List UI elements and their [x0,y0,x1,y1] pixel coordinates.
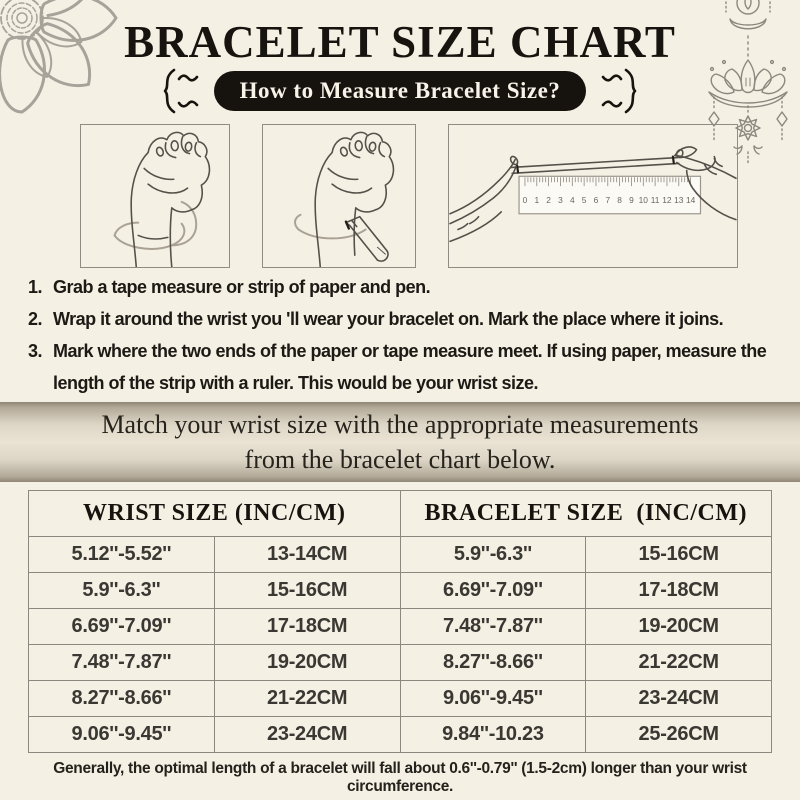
table-row: 8.27''-8.66'' 21-22CM 9.06''-9.45'' 23-24CM [28,680,772,717]
table-header-cell: BRACELET SIZE (INC/CM) [399,490,772,537]
footer-note: Generally, the optimal length of a brace… [53,760,747,795]
svg-text:6: 6 [594,195,599,205]
badge-row: How to Measure Bracelet Size? [0,68,800,114]
instruction-number: 3. [28,341,43,361]
table-row: 9.06''-9.45'' 23-24CM 9.84''-10.23 25-26CM [28,716,772,753]
instruction-text: Wrap it around the wrist you 'll wear yo… [53,309,724,329]
instruction-text: Grab a tape measure or strip of paper an… [53,277,431,297]
table-cell: 21-22CM [585,644,772,681]
instruction-number: 1. [28,277,43,297]
instructions-list: 1. Grab a tape measure or strip of paper … [28,271,784,399]
size-table-body: 5.12''-5.52'' 13-14CM 5.9''-6.3'' 15-16CM 5.… [28,536,772,753]
svg-text:0: 0 [523,195,528,205]
instruction-item: 1. Grab a tape measure or strip of paper … [28,271,784,303]
svg-text:10: 10 [639,195,649,205]
table-cell: 5.9''-6.3'' [399,536,587,573]
svg-text:3: 3 [558,195,563,205]
svg-text:11: 11 [651,195,660,205]
table-cell: 9.84''-10.23 [399,716,587,753]
table-cell: 9.06''-9.45'' [28,716,215,753]
table-cell: 15-16CM [585,536,772,573]
table-cell: 6.69''-7.09'' [28,608,215,645]
table-cell: 17-18CM [213,608,401,645]
banner-line-2: from the bracelet chart below. [244,445,556,474]
table-cell: 8.27''-8.66'' [28,680,215,717]
ruler-numbers: 0 1 2 3 4 5 6 7 8 9 10 11 12 13 14 [523,195,696,205]
size-table-header-row: WRIST SIZE (INC/CM) BRACELET SIZE (INC/CM… [28,490,772,537]
instruction-number: 2. [28,309,43,329]
svg-text:4: 4 [570,195,575,205]
ruler-ticks [524,177,692,187]
table-cell: 6.69''-7.09'' [399,572,587,609]
illustration-wrap-wrist [80,124,230,268]
page-title: BRACELET SIZE CHART [124,17,676,67]
hand-mark-illustration [294,131,395,267]
table-cell: 13-14CM [213,536,401,573]
svg-text:13: 13 [674,195,684,205]
size-table: WRIST SIZE (INC/CM) BRACELET SIZE (INC/CM… [28,490,772,753]
match-banner: Match your wrist size with the appropria… [0,402,800,482]
flourish-right-icon [602,68,637,114]
table-cell: 7.48''-7.87'' [28,644,215,681]
banner-line-1: Match your wrist size with the appropria… [101,410,699,439]
svg-text:8: 8 [617,195,622,205]
table-cell: 5.9''-6.3'' [28,572,215,609]
table-cell: 8.27''-8.66'' [399,644,587,681]
measure-question-badge: How to Measure Bracelet Size? [213,71,587,111]
illustration-mark-wrist [262,124,416,268]
table-cell: 23-24CM [213,716,401,753]
table-row: 5.9''-6.3'' 15-16CM 6.69''-7.09'' 17-18CM [28,572,772,609]
instruction-item: 3. Mark where the two ends of the paper o… [28,335,784,399]
table-cell: 15-16CM [213,572,401,609]
table-row: 5.12''-5.52'' 13-14CM 5.9''-6.3'' 15-16CM [28,536,772,573]
table-cell: 25-26CM [585,716,772,753]
ruler-measure-illustration: 0 1 2 3 4 5 6 7 8 9 10 11 12 13 14 [449,146,737,243]
illustrations-row: 0 1 2 3 4 5 6 7 8 9 10 11 12 13 14 [0,124,800,268]
instruction-item: 2. Wrap it around the wrist you 'll wear … [28,303,784,335]
table-cell: 17-18CM [585,572,772,609]
hand-wrap-illustration [113,131,211,267]
svg-text:7: 7 [605,195,610,205]
svg-text:14: 14 [686,195,696,205]
svg-text:5: 5 [582,195,587,205]
table-cell: 19-20CM [213,644,401,681]
table-cell: 23-24CM [585,680,772,717]
table-cell: 5.12''-5.52'' [28,536,215,573]
table-cell: 7.48''-7.87'' [399,608,587,645]
svg-text:9: 9 [629,195,634,205]
svg-text:2: 2 [546,195,551,205]
table-row: 7.48''-7.87'' 19-20CM 8.27''-8.66'' 21-22CM [28,644,772,681]
table-header-cell: WRIST SIZE (INC/CM) [28,490,401,537]
table-row: 6.69''-7.09'' 17-18CM 7.48''-7.87'' 19-20CM [28,608,772,645]
svg-text:12: 12 [662,195,672,205]
instruction-text: Mark where the two ends of the paper or … [53,341,767,393]
table-cell: 19-20CM [585,608,772,645]
flourish-left-icon [163,68,198,114]
svg-text:1: 1 [534,195,539,205]
illustration-measure-ruler: 0 1 2 3 4 5 6 7 8 9 10 11 12 13 14 [448,124,738,268]
table-cell: 21-22CM [213,680,401,717]
table-cell: 9.06''-9.45'' [399,680,587,717]
